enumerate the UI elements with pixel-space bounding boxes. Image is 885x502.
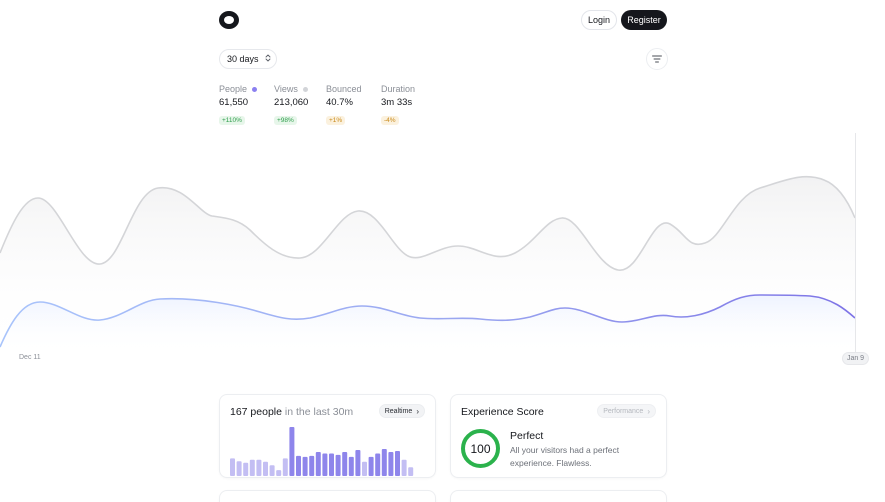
realtime-bar — [309, 455, 315, 476]
realtime-bar — [315, 452, 321, 476]
realtime-bar — [362, 461, 367, 476]
chevron-right-icon: › — [416, 406, 419, 416]
people-area — [0, 295, 855, 353]
metric-value: 213,060 — [274, 97, 309, 108]
metric-value: 61,550 — [219, 97, 249, 108]
realtime-bar — [342, 452, 348, 476]
metric-change-badge: +110% — [219, 116, 245, 125]
card-placeholder — [450, 490, 667, 502]
register-button[interactable]: Register — [621, 10, 667, 30]
people-series-dot — [252, 86, 258, 92]
metric-label: Duration — [381, 84, 416, 94]
experience-card: Experience Score Performance › 100 Perfe… — [450, 394, 667, 478]
filter-lines-icon — [652, 50, 662, 68]
metric-change-badge: -4% — [381, 116, 399, 125]
metric-label: People — [219, 84, 248, 94]
realtime-bar — [335, 454, 341, 476]
realtime-bar — [302, 456, 308, 476]
metric-value: 40.7% — [326, 97, 353, 108]
realtime-bar — [256, 459, 262, 476]
realtime-bar — [282, 458, 288, 476]
realtime-bar — [355, 450, 361, 476]
realtime-bar — [289, 427, 295, 476]
realtime-bar — [249, 459, 255, 476]
experience-headline: Perfect — [510, 430, 544, 442]
metric-label: Views — [274, 84, 298, 94]
card-placeholder — [219, 490, 436, 502]
metric-change-badge: +98% — [274, 116, 297, 125]
chevron-up-down-icon — [265, 54, 271, 64]
metric-duration[interactable]: Duration 3m 33s -4% — [381, 83, 415, 127]
realtime-title: 167 people in the last 30m — [230, 406, 353, 418]
filter-button[interactable] — [646, 48, 668, 70]
date-range-select[interactable]: 30 days — [219, 49, 277, 69]
performance-button-label: Performance — [603, 407, 644, 415]
realtime-bar — [276, 470, 282, 476]
date-range-label: 30 days — [227, 54, 259, 64]
realtime-bar — [322, 453, 328, 476]
metric-value: 3m 33s — [381, 97, 413, 108]
performance-button[interactable]: Performance › — [597, 404, 656, 418]
realtime-card: 167 people in the last 30m Realtime › — [219, 394, 436, 478]
realtime-bar — [269, 465, 275, 476]
score-gauge-arc — [461, 429, 500, 468]
realtime-bar — [230, 458, 235, 476]
realtime-bar — [401, 459, 407, 476]
realtime-bar-chart — [230, 427, 414, 476]
realtime-bar — [236, 461, 242, 476]
people-series-line — [0, 294, 856, 348]
login-button[interactable]: Login — [581, 10, 617, 30]
metric-bounced[interactable]: Bounced 40.7% +1% — [326, 83, 362, 127]
realtime-bar — [388, 452, 394, 476]
metric-views[interactable]: Views 213,060 +98% — [274, 83, 308, 127]
realtime-bar — [381, 449, 387, 476]
experience-title: Experience Score — [461, 406, 544, 418]
realtime-bar — [263, 461, 268, 476]
realtime-suffix: in the last 30m — [284, 406, 354, 418]
realtime-bar — [368, 456, 374, 476]
timeline-end-label: Jan 9 — [842, 352, 869, 365]
realtime-bar — [408, 467, 414, 476]
metric-change-badge: +1% — [326, 116, 346, 125]
score-gauge — [461, 429, 500, 468]
logo-icon[interactable] — [219, 11, 239, 29]
realtime-button[interactable]: Realtime › — [378, 404, 425, 418]
realtime-bar — [329, 453, 334, 476]
views-series-dot — [302, 86, 308, 92]
realtime-bar — [348, 456, 354, 476]
realtime-bar — [395, 451, 400, 476]
views-series-line — [0, 175, 856, 271]
realtime-count: 167 people — [230, 406, 282, 418]
realtime-bar — [375, 453, 381, 476]
chevron-right-icon: › — [647, 406, 650, 416]
metric-people[interactable]: People 61,550 +110% — [219, 83, 258, 127]
realtime-button-label: Realtime — [384, 407, 413, 415]
score-value: 100 — [470, 441, 491, 456]
metric-label: Bounced — [326, 84, 362, 94]
timeline-start-label: Dec 11 — [19, 354, 41, 361]
experience-description: All your visitors had a perfect experien… — [510, 445, 620, 468]
traffic-chart[interactable] — [0, 128, 885, 353]
realtime-bar — [243, 462, 249, 476]
realtime-bar — [296, 455, 301, 476]
